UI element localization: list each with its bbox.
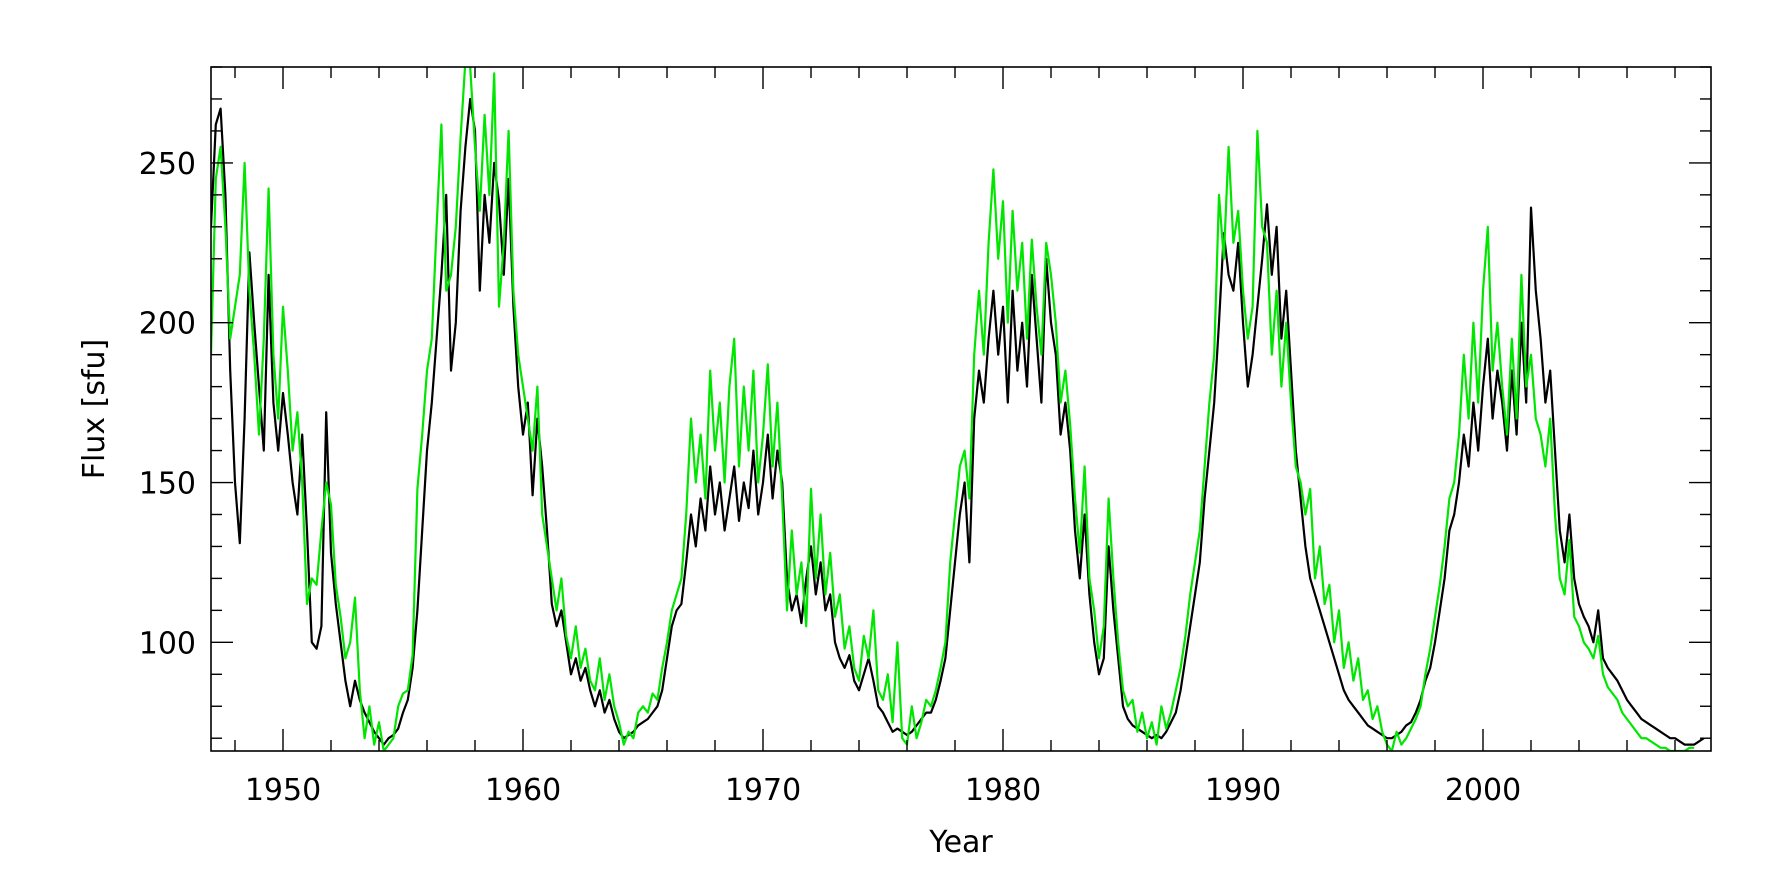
x-tick-label: 1960 xyxy=(485,773,561,808)
x-tick-label: 1980 xyxy=(965,773,1041,808)
x-tick-label: 1970 xyxy=(725,773,801,808)
y-tick-label: 100 xyxy=(139,626,196,661)
series-layer xyxy=(211,67,1705,751)
series-line-1 xyxy=(211,97,1705,746)
ticks-layer xyxy=(211,66,1711,751)
y-tick-label: 250 xyxy=(139,147,196,182)
x-tick-label: 1990 xyxy=(1205,773,1281,808)
y-tick-label: 150 xyxy=(139,467,196,502)
y-tick-label: 200 xyxy=(139,307,196,342)
y-axis-title: Flux [sfu] xyxy=(77,339,112,480)
plot-frame xyxy=(210,66,1712,752)
x-tick-labels: 1950 1960 1970 1980 1990 2000 xyxy=(245,773,1521,808)
x-tick-label: 1950 xyxy=(245,773,321,808)
x-tick-label: 2000 xyxy=(1445,773,1521,808)
y-tick-labels: 100 150 200 250 xyxy=(139,147,196,661)
x-axis-title: Year xyxy=(928,825,993,860)
series-line-2 xyxy=(211,67,1695,751)
